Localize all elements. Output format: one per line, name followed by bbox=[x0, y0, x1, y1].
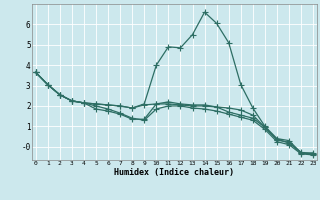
X-axis label: Humidex (Indice chaleur): Humidex (Indice chaleur) bbox=[115, 168, 234, 177]
